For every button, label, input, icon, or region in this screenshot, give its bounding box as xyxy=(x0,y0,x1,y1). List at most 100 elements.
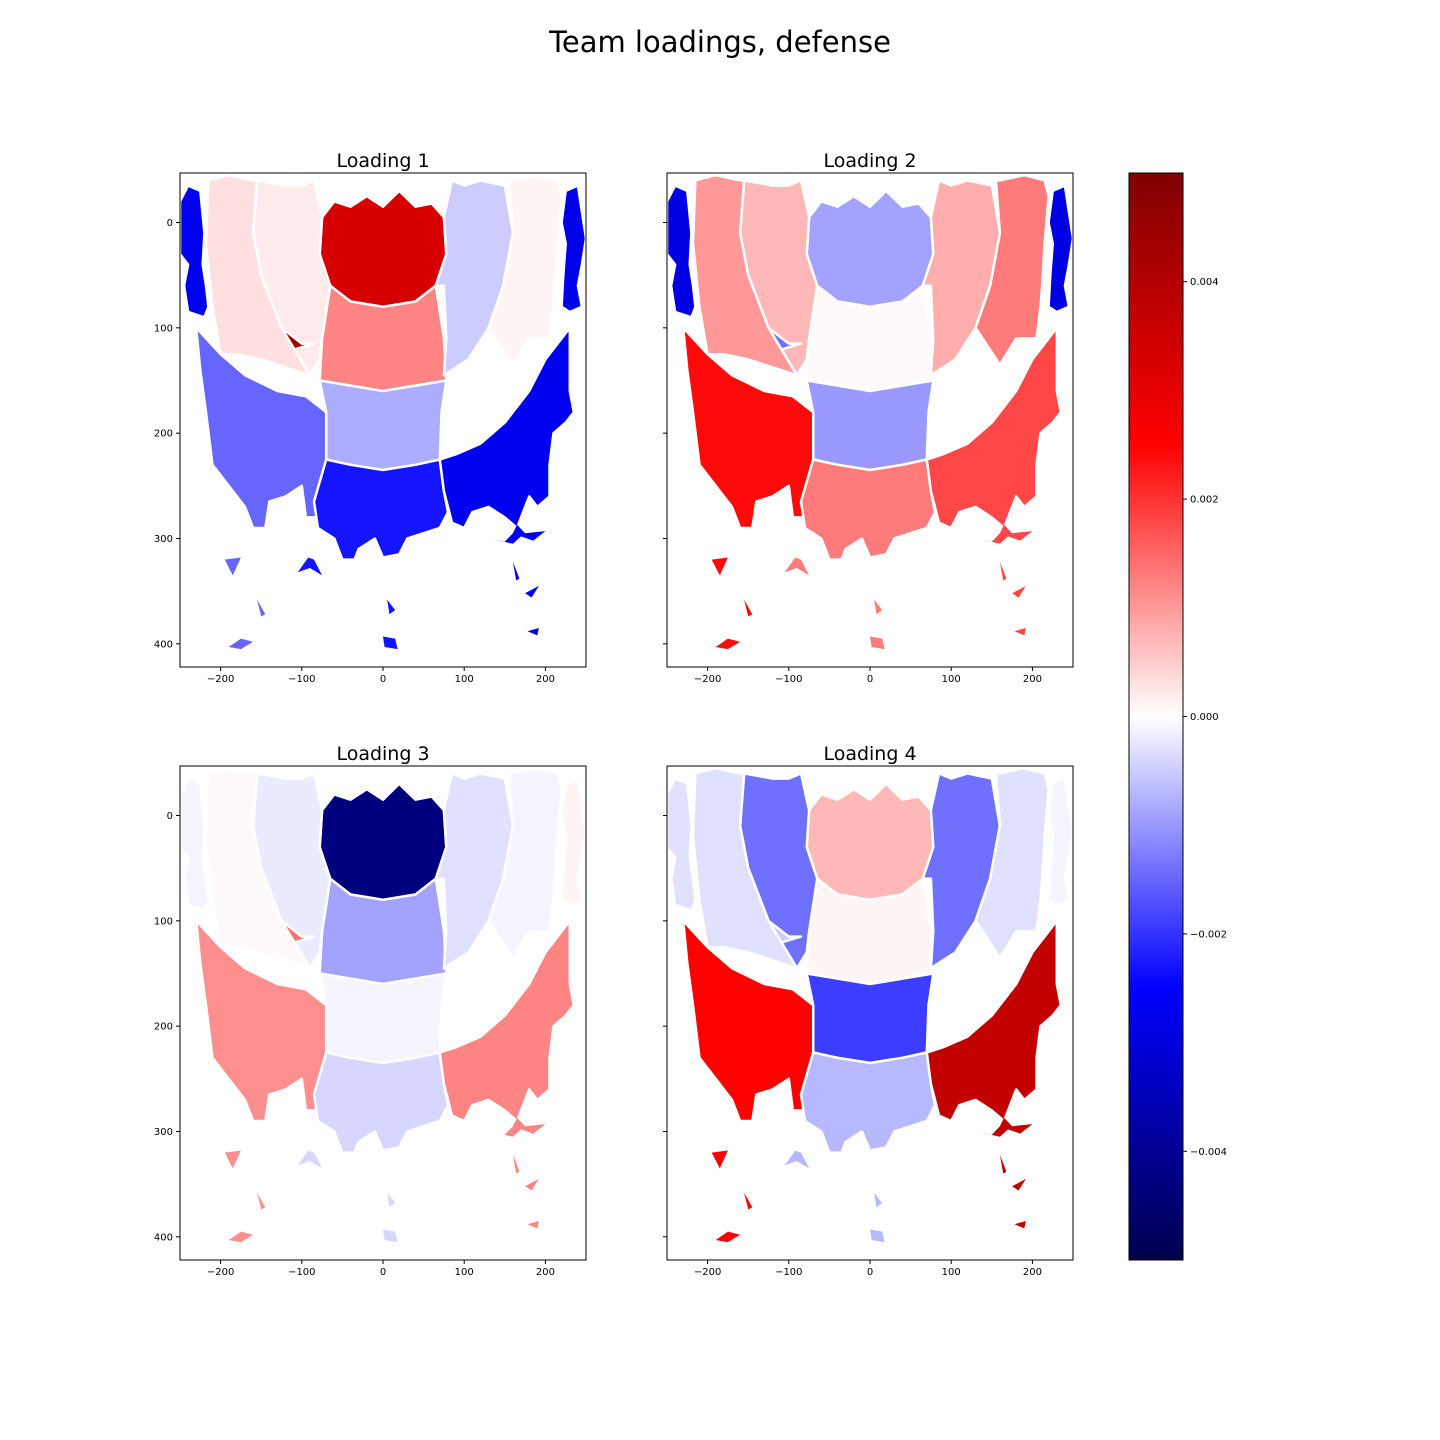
court-zones xyxy=(667,173,1073,650)
colorbar-tick-label: −0.002 xyxy=(1190,929,1227,940)
zone-fragment xyxy=(715,1231,741,1243)
zone-fragment xyxy=(1012,585,1026,598)
x-tick-label: −100 xyxy=(775,674,802,685)
x-tick-label: 0 xyxy=(380,1267,386,1278)
zone-mid-right-wing xyxy=(921,179,1002,377)
zone-three-right-upper xyxy=(974,766,1050,959)
zone-fragment xyxy=(784,557,810,576)
y-tick-label: 100 xyxy=(154,916,173,927)
court-zones xyxy=(180,173,586,650)
zone-fragment xyxy=(527,1221,539,1229)
zone-mid-center xyxy=(805,379,935,472)
x-tick-label: 200 xyxy=(1023,674,1042,685)
zone-three-center xyxy=(799,1051,937,1154)
y-tick-label: 0 xyxy=(167,218,173,229)
panel-title: Loading 4 xyxy=(823,743,916,765)
panel-title: Loading 2 xyxy=(823,150,916,172)
x-tick-label: −200 xyxy=(694,1267,721,1278)
zone-fragment xyxy=(999,1154,1007,1174)
zone-fragment xyxy=(711,1150,728,1169)
zone-corner-right xyxy=(1047,777,1073,907)
x-tick-label: 0 xyxy=(867,674,873,685)
x-tick-label: −200 xyxy=(207,1267,234,1278)
zone-fragment xyxy=(297,1150,323,1169)
zone-mid-right-wing xyxy=(921,772,1002,970)
court-zones xyxy=(667,766,1073,1243)
zone-three-left-upper xyxy=(691,173,799,377)
zone-three-right-upper xyxy=(487,173,563,366)
zone-fragment xyxy=(383,1229,398,1243)
panel-loading-3: Loading 3 −200 −100 0 100 200 0 100 200 300 400 xyxy=(154,743,587,1278)
zone-fragment xyxy=(387,1192,396,1208)
x-tick-label: 0 xyxy=(380,674,386,685)
y-tick-label: 200 xyxy=(154,1022,173,1033)
panel-loading-1: Loading 1 −200 −100 0 100 200 0 100 200 300 400 xyxy=(154,150,587,685)
colorbar: −0.004 −0.002 0.000 0.002 0.004 xyxy=(1128,172,1227,1261)
zone-fragment xyxy=(1014,628,1026,636)
x-tick-label: −200 xyxy=(694,674,721,685)
zone-fragment xyxy=(297,557,323,576)
zone-corner-right xyxy=(1047,184,1073,314)
zone-fragment xyxy=(512,1154,520,1174)
zone-three-right-upper xyxy=(974,173,1050,366)
x-tick-label: 200 xyxy=(536,1267,555,1278)
zone-fragment xyxy=(1014,1221,1026,1229)
colorbar-gradient xyxy=(1128,172,1184,1261)
colorbar-tick-label: −0.004 xyxy=(1190,1147,1227,1158)
zone-corner-left xyxy=(180,777,210,912)
colorbar-tick-label: 0.002 xyxy=(1190,495,1219,506)
x-tick-label: 200 xyxy=(536,674,555,685)
zone-fragment xyxy=(525,585,539,598)
zone-fragment xyxy=(490,1117,546,1137)
zone-corner-left xyxy=(667,184,697,319)
zone-three-right-upper xyxy=(487,766,563,959)
x-tick-label: 100 xyxy=(455,674,474,685)
zone-three-left-wing xyxy=(194,919,328,1123)
y-tick-label: 400 xyxy=(154,639,173,650)
zone-corner-right xyxy=(560,184,586,314)
zone-fragment xyxy=(870,636,885,650)
y-tick-label: 400 xyxy=(154,1232,173,1243)
zone-fragment xyxy=(527,628,539,636)
zone-fragment xyxy=(711,557,728,576)
zone-fragment xyxy=(977,1117,1033,1137)
panel-loading-4: Loading 4 −200 −100 0 100 200 xyxy=(663,743,1074,1278)
zone-three-left-upper xyxy=(204,173,312,377)
y-tick-label: 100 xyxy=(154,323,173,334)
figure-title: Team loadings, defense xyxy=(548,25,891,59)
zone-mid-center xyxy=(318,972,448,1065)
x-tick-label: −200 xyxy=(207,674,234,685)
zone-three-left-upper xyxy=(204,766,312,970)
zone-fragment xyxy=(224,557,241,576)
zone-fragment xyxy=(870,1229,885,1243)
zone-fragment xyxy=(512,561,520,581)
zone-mid-center xyxy=(318,379,448,472)
y-tick-label: 200 xyxy=(154,429,173,440)
zone-fragment xyxy=(744,599,753,617)
x-tick-label: 100 xyxy=(942,674,961,685)
zone-restricted-area xyxy=(318,189,448,309)
x-tick-label: 100 xyxy=(455,1267,474,1278)
zone-restricted-area xyxy=(318,782,448,902)
zone-mid-right-wing xyxy=(434,772,515,970)
zone-three-center xyxy=(312,1051,450,1154)
zone-fragment xyxy=(387,599,396,615)
y-tick-label: 300 xyxy=(154,534,173,545)
zone-corner-right xyxy=(560,777,586,907)
zone-fragment xyxy=(715,638,741,650)
zone-fragment xyxy=(999,561,1007,581)
zone-restricted-area xyxy=(805,189,935,309)
panel-loading-2: Loading 2 −200 −100 0 100 200 xyxy=(663,150,1074,685)
zone-three-right-wing xyxy=(925,326,1063,530)
zone-fragment xyxy=(257,1192,266,1210)
panel-title: Loading 1 xyxy=(336,150,429,172)
zone-corner-left xyxy=(180,184,210,319)
colorbar-tick-label: 0.000 xyxy=(1190,712,1219,723)
zone-fragment xyxy=(257,599,266,617)
zone-three-center xyxy=(312,458,450,561)
zone-mid-center xyxy=(805,972,935,1065)
zone-restricted-area xyxy=(805,782,935,902)
panel-title: Loading 3 xyxy=(336,743,429,765)
x-tick-label: −100 xyxy=(288,1267,315,1278)
